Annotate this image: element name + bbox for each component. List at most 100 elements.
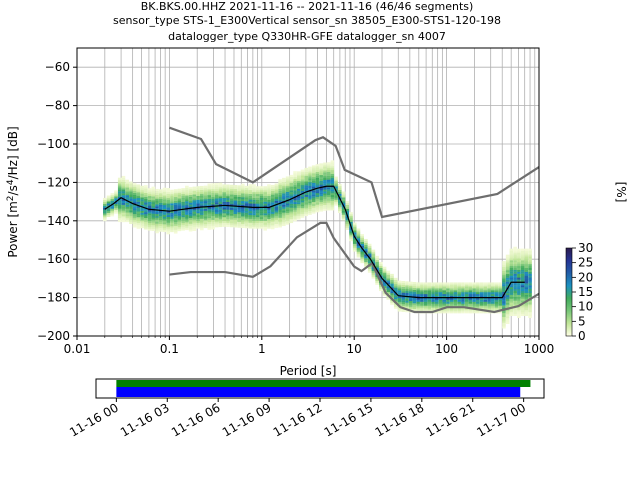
density-cell — [520, 306, 525, 309]
density-cell — [177, 225, 182, 228]
density-cell — [341, 202, 346, 206]
density-cell — [185, 208, 189, 211]
density-cell — [259, 213, 264, 216]
density-cell — [129, 218, 133, 221]
density-cell — [326, 202, 331, 205]
density-cell — [196, 199, 200, 202]
density-cell — [304, 210, 309, 213]
density-cell — [203, 208, 208, 211]
density-cell — [166, 193, 171, 196]
density-cell — [300, 209, 305, 213]
density-cell — [155, 204, 159, 207]
density-cell — [147, 213, 152, 216]
density-cell — [241, 222, 245, 225]
density-cell — [468, 288, 473, 291]
density-cell — [207, 210, 212, 213]
density-cell — [360, 236, 364, 239]
density-cell — [155, 229, 159, 232]
density-cell — [289, 194, 294, 197]
density-cell — [155, 223, 159, 226]
density-cell — [121, 177, 126, 180]
density-cell — [513, 246, 517, 249]
density-cell — [248, 201, 253, 204]
density-cell — [282, 204, 286, 207]
density-cell — [214, 225, 219, 228]
density-cell — [502, 297, 506, 300]
density-cell — [326, 198, 331, 201]
density-cell — [431, 301, 435, 304]
density-cell — [315, 210, 320, 213]
density-cell — [274, 198, 279, 201]
density-cell — [311, 201, 316, 205]
density-cell — [211, 196, 215, 199]
density-cell — [356, 236, 361, 239]
density-cell — [371, 249, 376, 252]
density-cell — [229, 188, 234, 191]
density-cell — [203, 210, 208, 213]
density-cell — [330, 177, 335, 180]
density-cell — [412, 305, 417, 308]
density-cell — [173, 196, 178, 200]
density-cell — [185, 224, 189, 227]
density-cell — [334, 186, 338, 189]
density-cell — [185, 222, 189, 225]
density-cell — [211, 219, 215, 222]
density-cell — [233, 188, 238, 191]
density-cell — [129, 208, 133, 211]
density-cell — [479, 293, 484, 297]
density-cell — [229, 186, 234, 189]
density-cell — [263, 216, 268, 220]
density-cell — [330, 181, 335, 184]
density-cell — [296, 198, 301, 201]
density-cell — [356, 243, 361, 246]
density-cell — [177, 209, 182, 212]
density-cell — [155, 213, 159, 217]
density-cell — [222, 215, 226, 218]
density-cell — [229, 213, 234, 216]
density-cell — [364, 246, 368, 249]
density-cell — [274, 204, 279, 207]
density-cell — [416, 293, 420, 297]
density-cell — [323, 164, 327, 167]
density-cell — [248, 205, 253, 208]
density-cell — [188, 204, 193, 207]
density-cell — [438, 295, 443, 298]
density-cell — [226, 196, 230, 199]
density-cell — [382, 274, 387, 277]
density-cell — [524, 260, 529, 263]
timeline-bar-segments — [116, 387, 521, 397]
density-cell — [323, 166, 327, 169]
density-cell — [252, 216, 256, 220]
density-cell — [158, 216, 163, 219]
density-cell — [308, 201, 312, 204]
density-cell — [226, 224, 230, 227]
density-cell — [173, 214, 178, 217]
density-cell — [300, 175, 305, 178]
density-cell — [117, 216, 122, 219]
density-cell — [136, 207, 141, 210]
density-cell — [461, 297, 465, 300]
density-cell — [509, 279, 514, 282]
density-cell — [509, 310, 514, 313]
density-cell — [117, 193, 122, 196]
density-cell — [267, 216, 271, 220]
density-cell — [293, 194, 297, 197]
density-cell — [296, 207, 301, 210]
density-cell — [431, 307, 435, 310]
density-cell — [509, 304, 514, 307]
density-cell — [416, 290, 420, 293]
density-cell — [304, 213, 309, 217]
density-cell — [166, 205, 171, 208]
density-cell — [405, 287, 409, 290]
density-cell — [468, 295, 473, 298]
density-cell — [438, 299, 443, 302]
density-cell — [509, 294, 514, 297]
density-cell — [285, 203, 290, 206]
density-cell — [267, 207, 271, 210]
density-cell — [420, 288, 424, 291]
density-cell — [308, 166, 312, 169]
density-cell — [371, 257, 376, 260]
density-cell — [129, 196, 133, 200]
density-cell — [405, 302, 409, 305]
